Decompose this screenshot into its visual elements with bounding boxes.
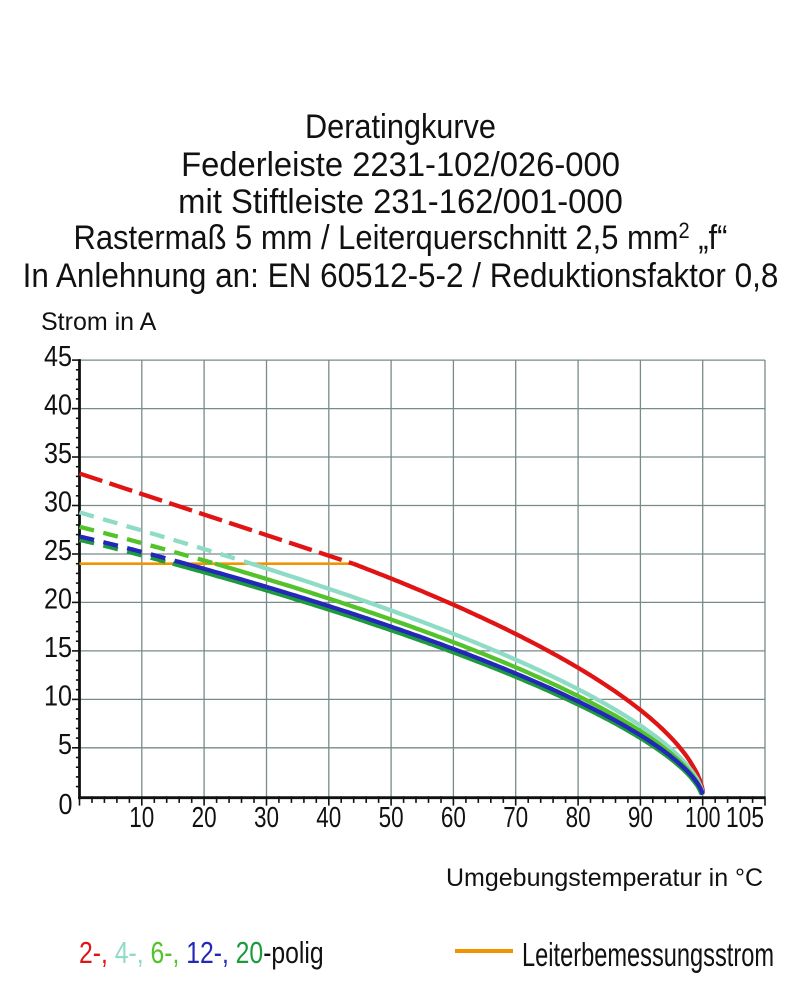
svg-text:100: 100 bbox=[685, 802, 721, 834]
svg-text:5: 5 bbox=[58, 729, 72, 761]
svg-text:60: 60 bbox=[441, 802, 466, 834]
svg-text:30: 30 bbox=[44, 487, 72, 519]
svg-text:2-, 4-, 6-, 12-, 20-polig: 2-, 4-, 6-, 12-, 20-polig bbox=[79, 935, 324, 969]
svg-text:40: 40 bbox=[44, 390, 72, 422]
svg-text:Leiterbemessungsstrom: Leiterbemessungsstrom bbox=[522, 937, 774, 974]
svg-text:10: 10 bbox=[44, 680, 72, 712]
svg-text:Federleiste 2231-102/026-000: Federleiste 2231-102/026-000 bbox=[181, 146, 620, 184]
svg-text:Deratingkurve: Deratingkurve bbox=[305, 108, 496, 146]
svg-text:70: 70 bbox=[503, 802, 528, 834]
svg-text:mit Stiftleiste 231-162/001-00: mit Stiftleiste 231-162/001-000 bbox=[178, 183, 623, 221]
svg-text:Strom in A: Strom in A bbox=[41, 308, 157, 336]
svg-text:10: 10 bbox=[129, 802, 154, 834]
svg-text:90: 90 bbox=[628, 802, 653, 834]
svg-text:In Anlehnung an: EN 60512-5-2: In Anlehnung an: EN 60512-5-2 / Reduktio… bbox=[23, 256, 779, 294]
svg-text:20: 20 bbox=[44, 583, 72, 615]
svg-text:50: 50 bbox=[379, 802, 404, 834]
svg-text:45: 45 bbox=[44, 341, 72, 373]
svg-text:15: 15 bbox=[44, 632, 72, 664]
svg-text:80: 80 bbox=[566, 802, 591, 834]
svg-text:30: 30 bbox=[254, 802, 279, 834]
svg-text:40: 40 bbox=[316, 802, 341, 834]
svg-text:35: 35 bbox=[44, 438, 72, 470]
svg-text:Rastermaß 5 mm / Leiterquersch: Rastermaß 5 mm / Leiterquerschnitt 2,5 m… bbox=[74, 219, 728, 257]
svg-text:Umgebungstemperatur in °C: Umgebungstemperatur in °C bbox=[446, 864, 763, 892]
svg-text:0: 0 bbox=[59, 789, 73, 821]
svg-text:25: 25 bbox=[44, 535, 72, 567]
svg-text:20: 20 bbox=[192, 802, 217, 834]
svg-text:105: 105 bbox=[726, 802, 764, 834]
